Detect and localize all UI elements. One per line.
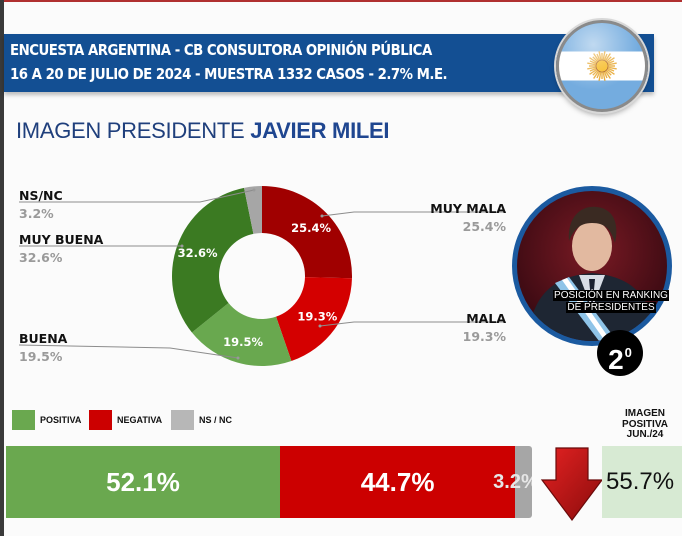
legend-label-nsnc: NS / NC xyxy=(199,415,233,425)
bar-label-negativa: 44.7% xyxy=(360,467,435,497)
bar-label-nsnc: 3.2% xyxy=(493,471,532,493)
left-edge-strip xyxy=(0,0,4,536)
leader-line-mala xyxy=(319,321,506,327)
june-heading-line-1: IMAGEN xyxy=(625,408,665,419)
bar-segment-nsnc xyxy=(515,446,532,518)
june-heading-line-3: JUN./24 xyxy=(626,429,664,440)
header-banner: ENCUESTA ARGENTINA - CB CONSULTORA OPINI… xyxy=(4,34,654,92)
legend-label-negativa: NEGATIVA xyxy=(117,415,163,425)
june-heading-line-2: POSITIVA xyxy=(622,418,668,430)
rank-caption-line-1: POSICIÓN EN RANKING xyxy=(553,290,669,301)
header-line-1: ENCUESTA ARGENTINA - CB CONSULTORA OPINI… xyxy=(10,41,432,59)
value-buena: 19.5% xyxy=(19,349,63,364)
donut-slice-nsnc xyxy=(244,186,262,234)
leader-dot-mala xyxy=(318,324,322,328)
label-mala: MALA xyxy=(466,311,506,326)
legend-item-positiva: POSITIVA xyxy=(12,410,81,430)
leader-dot-nsnc xyxy=(252,188,256,192)
legend-swatch-negativa xyxy=(89,410,112,430)
june-positive-value: 55.7% xyxy=(606,468,675,495)
rank-number: 2 xyxy=(608,344,624,375)
value-nsnc: 3.2% xyxy=(19,206,54,221)
legend-item-nsnc: NS / NC xyxy=(171,410,232,430)
argentina-flag-icon xyxy=(556,20,648,112)
leader-dot-buena xyxy=(236,356,240,360)
leader-line-buena xyxy=(18,344,239,359)
donut-slice-buena xyxy=(191,302,292,366)
leader-line-muy-mala xyxy=(321,211,506,217)
rank-caption-line-2: DE PRESIDENTES xyxy=(566,302,656,313)
portrait-illustration xyxy=(527,206,657,341)
value-muy-buena: 32.6% xyxy=(19,250,63,265)
legend-item-negativa: NEGATIVA xyxy=(89,410,162,430)
legend-label-positiva: POSITIVA xyxy=(40,415,82,425)
president-portrait xyxy=(512,186,672,346)
label-muy-buena: MUY BUENA xyxy=(19,232,104,247)
title-prefix: IMAGEN PRESIDENTE xyxy=(16,118,245,143)
title-name: JAVIER MILEI xyxy=(250,118,390,143)
leader-dot-muy-mala xyxy=(320,214,324,218)
bar-segment-negativa xyxy=(280,446,516,518)
value-muy-mala: 25.4% xyxy=(462,219,506,234)
rank-caption: POSICIÓN EN RANKING DE PRESIDENTES xyxy=(552,290,670,314)
bar-label-positiva: 52.1% xyxy=(106,467,180,497)
june-value-box xyxy=(602,446,682,518)
label-nsnc: NS/NC xyxy=(19,188,63,203)
leader-line-nsnc xyxy=(19,189,255,203)
june-heading: IMAGEN POSITIVA JUN./24 xyxy=(606,408,682,441)
bar-segment-positiva xyxy=(6,446,281,518)
donut-label-buena: 19.5% xyxy=(223,335,263,349)
header-line-2: 16 A 20 DE JULIO DE 2024 - MUESTRA 1332 … xyxy=(10,65,448,83)
down-arrow-icon xyxy=(540,447,604,521)
legend-swatch-positiva xyxy=(12,410,35,430)
leader-dot-muy-buena xyxy=(180,244,184,248)
page-title: IMAGEN PRESIDENTE JAVIER MILEI xyxy=(16,118,390,144)
legend-swatch-nsnc xyxy=(171,410,194,430)
top-rule xyxy=(4,0,682,2)
label-buena: BUENA xyxy=(19,331,68,346)
donut-label-muy-buena: 32.6% xyxy=(178,246,218,260)
donut-label-mala: 19.3% xyxy=(297,309,337,323)
rank-badge: 20 xyxy=(597,330,643,376)
rank-suffix: 0 xyxy=(624,345,632,360)
donut-slice-muy-mala xyxy=(262,185,353,279)
donut-label-muy-mala: 25.4% xyxy=(291,221,331,235)
value-mala: 19.3% xyxy=(462,329,506,344)
donut-slice-muy-buena xyxy=(172,187,254,333)
label-muy-mala: MUY MALA xyxy=(430,201,506,216)
donut-slice-mala xyxy=(276,277,352,362)
donut-chart: 25.4% 19.3% 19.5% 32.6% xyxy=(18,185,506,366)
